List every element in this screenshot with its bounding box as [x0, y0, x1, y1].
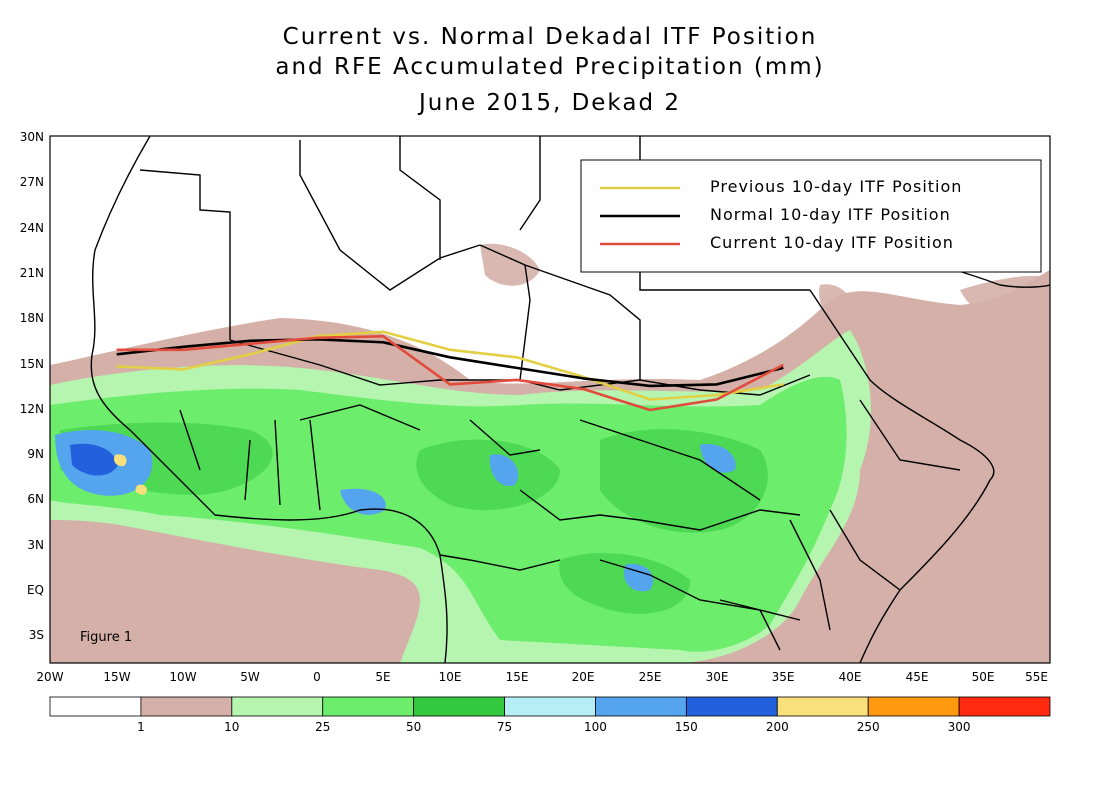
map-title-line-1: Current vs. Normal Dekadal ITF Position [282, 24, 818, 50]
longitude-axis: 20W 15W 10W 5W 0 5E 10E 15E 20E 25E 30E … [36, 670, 1048, 684]
lon-tick: 55E [1025, 670, 1048, 684]
lon-tick: 5E [375, 670, 390, 684]
figure-label: Figure 1 [80, 630, 132, 645]
lon-tick: 10E [439, 670, 462, 684]
lon-tick: 20W [36, 670, 63, 684]
west-africa-coastline [90, 136, 448, 663]
colorbar-swatch [413, 696, 505, 717]
map-subtitle-date: June 2015, Dekad 2 [419, 90, 681, 116]
lon-tick: 45E [906, 670, 929, 684]
lon-tick: 40E [839, 670, 862, 684]
lat-tick: 21N [20, 266, 44, 280]
east-africa-coastline [809, 289, 995, 663]
itf-legend: Previous 10-day ITF Position Normal 10-d… [580, 159, 1042, 273]
lon-tick: 25E [639, 670, 662, 684]
colorbar-label: 75 [497, 720, 512, 734]
legend-box [580, 159, 1042, 273]
lat-tick: 6N [27, 492, 44, 506]
colorbar-swatch [776, 696, 869, 717]
colorbar-label: 300 [948, 720, 971, 734]
lon-tick: 30E [706, 670, 729, 684]
latitude-axis: 30N 27N 24N 21N 18N 15N 12N 9N 6N 3N EQ … [20, 130, 44, 642]
rain-100-150-shading [55, 430, 736, 592]
colorbar-swatch [322, 696, 415, 717]
colorbar-label: 1 [137, 720, 145, 734]
normal-itf-line [116, 337, 784, 388]
lon-tick: 5W [240, 670, 260, 684]
current-itf-line [116, 334, 784, 412]
itf-lines [116, 330, 784, 412]
colorbar-label: 200 [766, 720, 789, 734]
legend-label-normal: Normal 10-day ITF Position [710, 205, 951, 224]
precipitation-colorbar: 1 10 25 50 75 100 150 200 250 300 [49, 696, 1051, 734]
colorbar-label: 150 [675, 720, 698, 734]
colorbar-swatch [867, 696, 960, 717]
lat-tick: 30N [20, 130, 44, 144]
colorbar-swatch [140, 696, 233, 717]
lat-tick: 27N [20, 175, 44, 189]
colorbar-label: 50 [406, 720, 421, 734]
lat-tick: 15N [20, 357, 44, 371]
colorbar-label: 25 [315, 720, 330, 734]
rain-field-north-patches [480, 243, 1050, 324]
map-title-line-2: and RFE Accumulated Precipitation (mm) [275, 54, 825, 80]
colorbar-swatch [685, 696, 778, 717]
lon-tick: 15W [103, 670, 130, 684]
lon-tick: 20E [572, 670, 595, 684]
lat-tick: 24N [20, 221, 44, 235]
lon-tick: 10W [169, 670, 196, 684]
lon-tick: 35E [772, 670, 795, 684]
legend-label-previous: Previous 10-day ITF Position [710, 177, 962, 196]
colorbar-swatch [49, 696, 142, 717]
colorbar-label: 10 [224, 720, 239, 734]
horn-borders [719, 399, 961, 651]
lon-tick: 50E [972, 670, 995, 684]
lat-tick: 12N [20, 402, 44, 416]
colorbar-swatch [958, 696, 1051, 717]
map-frame [49, 135, 1051, 664]
colorbar-swatch [231, 696, 324, 717]
sahel-borders [179, 339, 811, 621]
lon-tick: 0 [313, 670, 321, 684]
lat-tick: 3N [27, 538, 44, 552]
colorbar-label: 100 [584, 720, 607, 734]
lon-tick: 15E [506, 670, 529, 684]
rain-50-75-shading [60, 422, 768, 614]
rain-150-200-shading [70, 443, 118, 476]
colorbar-swatch [504, 696, 596, 717]
lat-tick: EQ [27, 583, 44, 597]
legend-label-current: Current 10-day ITF Position [710, 233, 954, 252]
sahara-borders [139, 136, 810, 381]
lat-tick: 18N [20, 311, 44, 325]
lat-tick: 9N [27, 447, 44, 461]
colorbar-label: 250 [857, 720, 880, 734]
previous-itf-line [116, 330, 784, 401]
rain-200-250-shading [114, 454, 147, 495]
colorbar-swatch [595, 696, 687, 717]
lat-tick: 3S [29, 628, 44, 642]
